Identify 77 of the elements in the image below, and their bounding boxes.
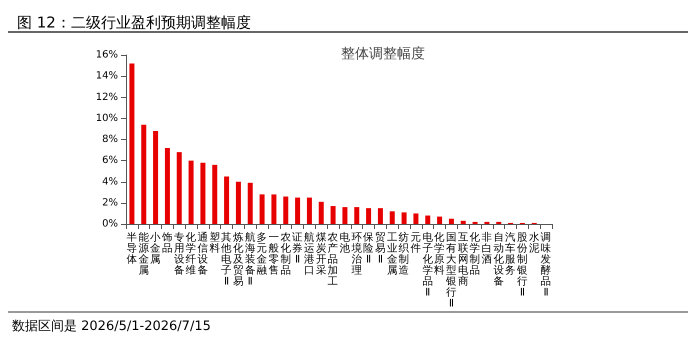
x-tick-label: 航海装备Ⅱ	[244, 230, 256, 288]
bar	[354, 207, 360, 224]
x-tick-label: 塑料	[209, 230, 220, 254]
y-tick-label: 2%	[102, 197, 118, 208]
x-tick-label: 小金属	[150, 230, 162, 266]
x-tick-label: 炼化及贸易	[232, 232, 244, 288]
bar	[330, 206, 336, 224]
bar	[283, 196, 288, 224]
bar	[378, 208, 383, 224]
bar	[248, 182, 253, 224]
chart-title: 整体调整幅度	[341, 46, 425, 62]
bar	[413, 213, 418, 224]
bar	[212, 164, 218, 224]
x-tick-label: 自动化设备	[493, 232, 504, 288]
x-tick-label: 贸易Ⅱ	[374, 230, 386, 266]
x-tick-label: 证券Ⅱ	[292, 232, 304, 266]
x-tick-label: 农化制品	[280, 232, 292, 276]
bar	[271, 194, 276, 224]
x-tick-label: 非白酒	[481, 230, 492, 266]
x-tick-label: 纺织制造	[398, 230, 410, 276]
y-tick-label: 14%	[96, 70, 118, 82]
bar	[260, 194, 265, 224]
x-tick-label: 多元金融	[256, 232, 268, 276]
bar	[460, 220, 466, 224]
bar	[200, 162, 206, 224]
x-tick-label: 通信设备	[197, 230, 208, 276]
x-tick-label: 航运港口	[304, 230, 315, 276]
x-tick-label: 工业金属	[386, 232, 398, 276]
text: 数据区间是 2026/5/1-2026/7/15	[12, 319, 211, 334]
bar	[425, 216, 430, 224]
bar	[224, 176, 230, 224]
x-tick-label: 半导体	[126, 230, 138, 266]
bar	[342, 207, 348, 224]
bar	[366, 208, 372, 224]
bar	[129, 63, 134, 224]
bar	[236, 182, 241, 224]
x-tick-label: 元件	[410, 232, 422, 254]
y-tick-label: 16%	[96, 50, 118, 60]
x-tick-label: 保险Ⅱ	[363, 232, 374, 266]
y-tick-label: 8%	[102, 134, 118, 145]
bar	[153, 131, 158, 224]
bar	[402, 212, 407, 224]
bar	[141, 124, 146, 224]
x-tick-label: 调味发酵品Ⅱ	[540, 232, 552, 298]
x-tick-label: 水泥	[528, 230, 540, 254]
x-tick-label: 一般零售	[268, 232, 280, 276]
y-tick-label: 10%	[96, 112, 118, 124]
x-tick-label: 饰品	[160, 232, 173, 254]
bar	[448, 218, 454, 224]
x-tick-label: 化学纤维	[186, 232, 197, 276]
bar	[318, 202, 324, 224]
x-tick-label: 电子化学品Ⅱ	[422, 230, 434, 298]
x-tick-label: 能源金属	[138, 230, 150, 276]
x-tick-label: 电池	[339, 230, 350, 254]
bar	[390, 211, 395, 224]
bar	[164, 148, 170, 224]
x-tick-label: 互联网电商	[458, 232, 469, 288]
y-tick-label: 6%	[102, 155, 118, 166]
x-tick-label: 化学原料	[434, 232, 446, 276]
x-tick-label: 化学制品	[470, 232, 481, 276]
bar	[295, 198, 300, 224]
bar	[176, 152, 182, 224]
x-tick-label: 其他电子Ⅱ	[221, 230, 232, 288]
x-tick-label: 农产品加工	[328, 232, 339, 288]
x-tick-label: 股份制银行Ⅱ	[516, 232, 528, 298]
x-tick-label: 汽车服务	[505, 232, 516, 276]
x-tick-label: 环境治理	[350, 232, 362, 276]
bar	[306, 198, 312, 224]
x-tick-label: 专用设备	[174, 230, 185, 276]
x-tick-label: 国有大型银行Ⅱ	[444, 232, 457, 310]
y-tick-label: 0%	[102, 218, 118, 230]
bar	[188, 160, 194, 224]
y-tick-label: 4%	[102, 176, 118, 188]
y-tick-label: 12%	[96, 92, 118, 103]
chart-subtitle: 图 12：二级行业盈利预期调整幅度	[17, 14, 251, 32]
bar	[437, 216, 442, 224]
x-tick-label: 煤炭开采	[316, 232, 327, 276]
